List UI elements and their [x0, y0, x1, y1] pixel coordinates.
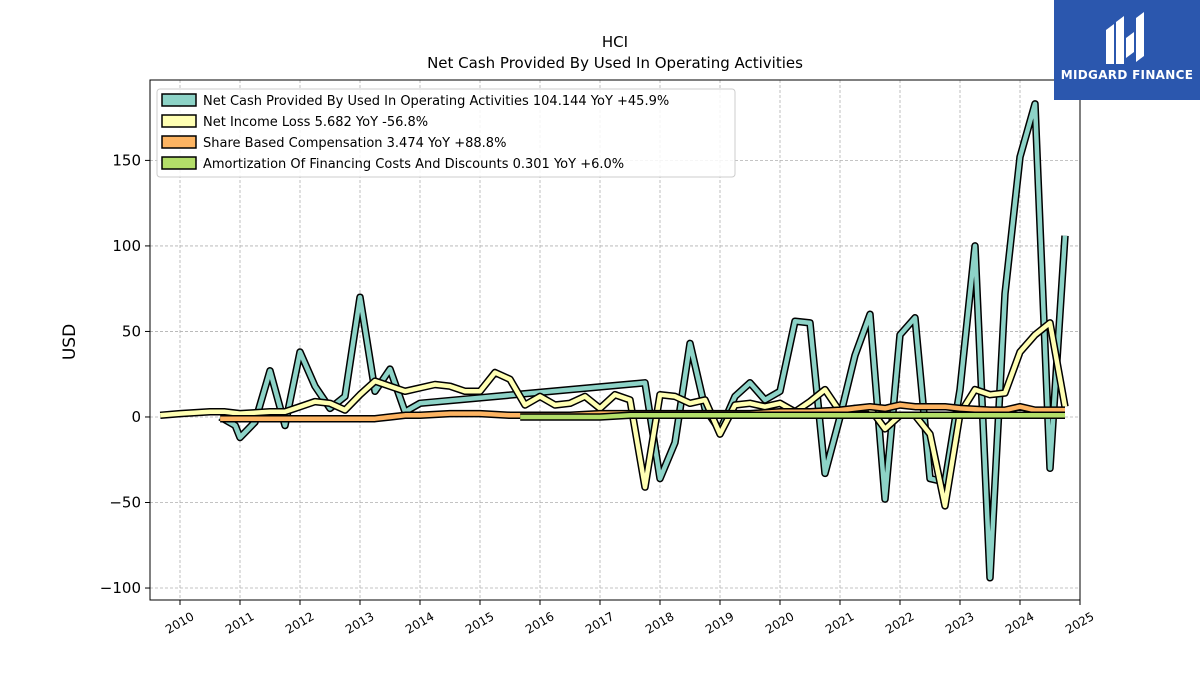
chart-title: HCI [602, 33, 628, 51]
y-axis-label: USD [60, 324, 80, 360]
x-tick-label: 2015 [463, 609, 496, 636]
legend-entry: Net Income Loss 5.682 YoY -56.8% [203, 115, 428, 130]
legend-entry: Share Based Compensation 3.474 YoY +88.8… [203, 136, 506, 151]
series-3 [520, 411, 1065, 421]
x-tick-label: 2013 [343, 609, 376, 636]
legend-swatch [161, 135, 197, 149]
y-tick-label: 150 [112, 151, 141, 169]
x-tick-label: 2024 [1003, 609, 1036, 636]
legend-swatch [161, 114, 197, 128]
legend: Net Cash Provided By Used In Operating A… [156, 88, 736, 178]
series-layer [159, 100, 1069, 582]
axes: 2010 2011 2012 2013 2014 2015 2016 2017 2018 2019… [100, 151, 1097, 636]
x-tick-label: 2020 [763, 609, 796, 636]
legend-box [156, 88, 736, 178]
y-tick-label: 50 [122, 322, 141, 340]
brand-name: MIDGARD FINANCE [1060, 68, 1194, 82]
y-tick-label: −50 [109, 494, 141, 512]
brand-logo: MIDGARD FINANCE [1054, 0, 1200, 100]
plot-frame [149, 79, 1081, 601]
legend-entry: Net Cash Provided By Used In Operating A… [203, 94, 669, 109]
x-tick-label: 2011 [223, 609, 256, 636]
x-tick-label: 2014 [403, 609, 436, 636]
y-tick-label: 0 [131, 408, 141, 426]
x-tick-label: 2017 [583, 609, 616, 636]
midgard-logo-icon [1106, 12, 1144, 64]
legend-swatch [161, 156, 197, 170]
series-line [160, 320, 1068, 509]
legend-swatch [161, 93, 197, 107]
series-line [520, 413, 1065, 420]
x-tick-label: 2019 [703, 609, 736, 636]
y-tick-label: 100 [112, 237, 141, 255]
series-1 [159, 319, 1069, 510]
x-tick-label: 2025 [1063, 609, 1096, 636]
chart-subtitle: Net Cash Provided By Used In Operating A… [427, 54, 803, 72]
x-tick-label: 2012 [283, 609, 316, 636]
y-tick-label: −100 [100, 579, 141, 597]
x-tick-label: 2021 [823, 609, 856, 636]
x-tick-label: 2023 [943, 609, 976, 636]
x-tick-label: 2016 [523, 609, 556, 636]
x-tick-label: 2022 [883, 609, 916, 636]
x-tick-label: 2018 [643, 609, 676, 636]
x-tick-label: 2010 [163, 609, 196, 636]
legend-entry: Amortization Of Financing Costs And Disc… [203, 157, 624, 172]
